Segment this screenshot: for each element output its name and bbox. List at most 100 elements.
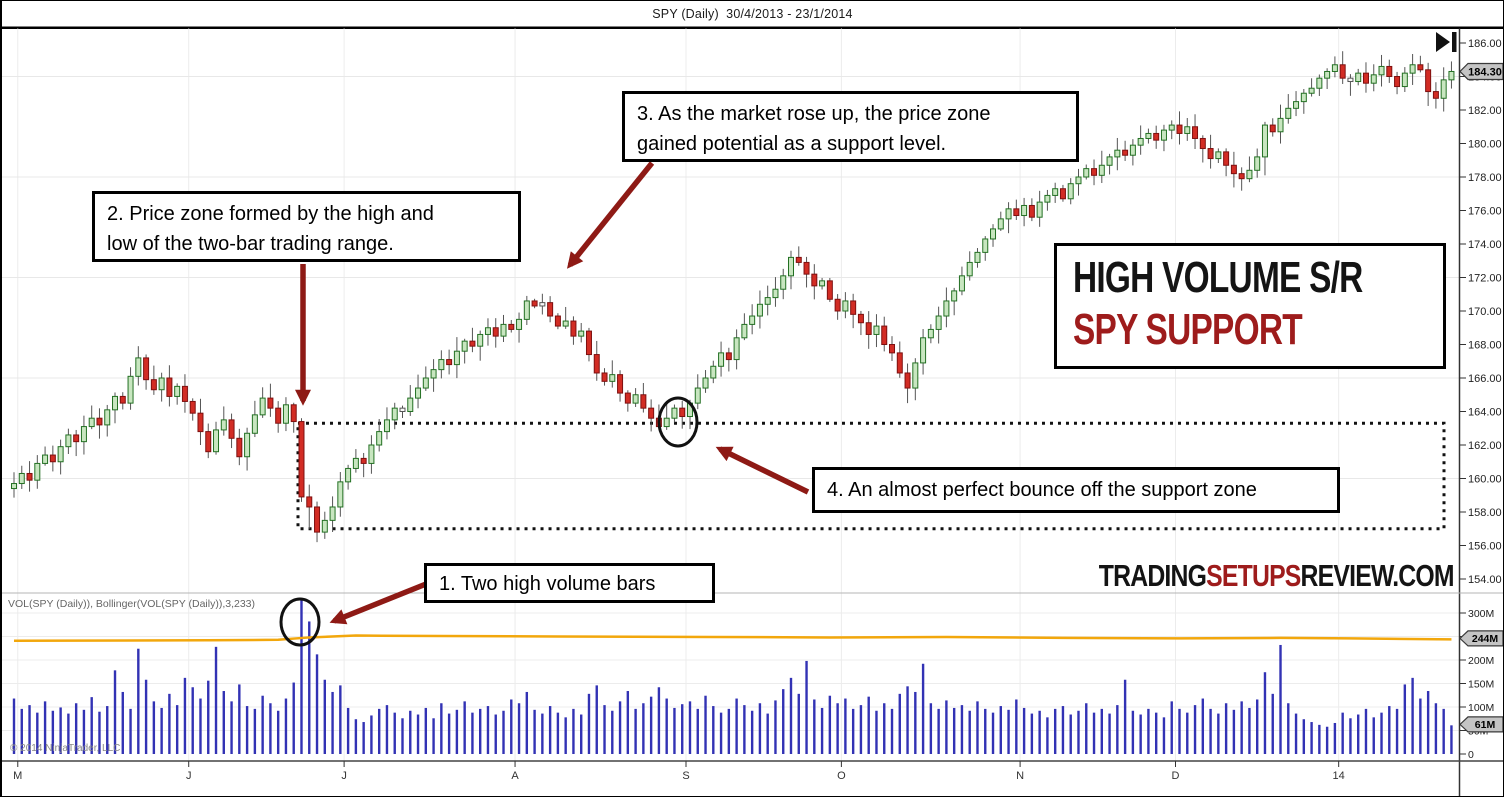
candle [663,417,670,428]
volume-bar [59,707,62,754]
candle [11,483,17,490]
volume-bar [113,670,117,754]
volume-bar [230,701,233,754]
candle [1331,64,1338,72]
month-label: S [682,770,689,782]
candle [1308,87,1315,94]
volume-bar [1085,703,1088,754]
volume-bar [1302,719,1306,754]
volume-bar [828,695,832,754]
volume-bar [129,708,132,754]
candle [228,419,235,439]
candle [1145,132,1152,139]
candle [73,434,80,443]
last-volume-tag-text: 61M [1475,719,1496,731]
volume-bar [1116,705,1119,754]
candle [275,407,282,424]
volume-bar [207,680,210,754]
annotation-note-1: 1. Two high volume bars [424,563,715,603]
volume-bar [1395,708,1399,754]
last-price-tag-text: 184.30 [1468,66,1502,78]
candle [1440,79,1447,99]
candle [1238,173,1245,180]
volume-axis-label: 100M [1468,702,1494,714]
annotation-note-2-line1: 2. Price zone formed by the high and [107,203,434,225]
candle [1324,70,1331,79]
arrow-note4-to-bounce [715,446,810,495]
candle [181,385,188,402]
volume-bar [587,693,591,754]
candle [360,457,367,464]
volume-bar [844,698,847,754]
month-label: A [511,770,519,782]
price-axis-label: 164.00 [1468,407,1502,419]
volume-bar [999,706,1002,754]
bollinger-value-tag-text: 244M [1472,633,1499,645]
site-watermark: TRADINGSETUPSREVIEW.COM [1010,558,1455,594]
candle [34,462,41,481]
candle [710,365,717,379]
candle [547,302,554,317]
candle [508,323,515,330]
arrow-note3-to-zone [566,161,655,269]
candle [803,261,810,275]
volume-bar [292,682,295,754]
volume-bar [36,712,39,754]
volume-bar [1450,725,1453,754]
candle [1401,72,1408,88]
volume-bar [191,687,194,754]
volume-bar [12,698,16,754]
candle [1137,137,1144,146]
volume-bar [160,707,163,754]
volume-bar [1069,714,1072,754]
candle [1075,176,1082,185]
volume-bar [642,703,645,754]
month-label: J [186,770,192,782]
go-to-last-bar-icon[interactable] [1436,32,1457,52]
candle [570,320,577,337]
volume-bar [214,646,218,754]
volume-bar [339,685,342,754]
candle [585,330,592,356]
volume-bar [300,598,303,754]
candle [1083,168,1090,178]
candle [329,506,336,521]
volume-bar [1224,703,1228,754]
candle [857,313,864,324]
volume-bar [20,708,23,754]
volume-bar [152,701,156,754]
candle [345,467,352,483]
volume-bar [836,703,839,754]
watermark-part2: SETUPS [1206,558,1301,593]
price-axis-panel[interactable] [1460,29,1504,797]
volume-bar [82,709,86,754]
volume-bar [1131,710,1135,754]
candle [259,397,266,416]
volume-bar [486,706,490,754]
volume-bar [572,708,575,754]
candle [935,315,942,330]
candle [1091,168,1098,176]
volume-bar [175,705,179,754]
candle [484,327,491,335]
volume-bar [890,708,894,754]
arrow-note1-to-volume [329,581,428,625]
volume-bar [743,705,746,754]
volume-bar [603,705,606,754]
volume-bar [447,713,451,754]
volume-bar [308,621,311,754]
volume-bar [906,686,909,754]
candle [492,327,499,337]
volume-bar [1310,722,1313,754]
candle [127,375,134,404]
annotation-note-4-text: 4. An almost perfect bounce off the supp… [827,479,1257,501]
candle [1355,72,1362,83]
candle [958,275,965,292]
volume-bar [556,712,560,754]
volume-bar [525,691,529,754]
candle [733,337,740,361]
volume-bar [370,715,373,754]
volume-bar [952,707,956,754]
volume-bar [479,708,482,754]
